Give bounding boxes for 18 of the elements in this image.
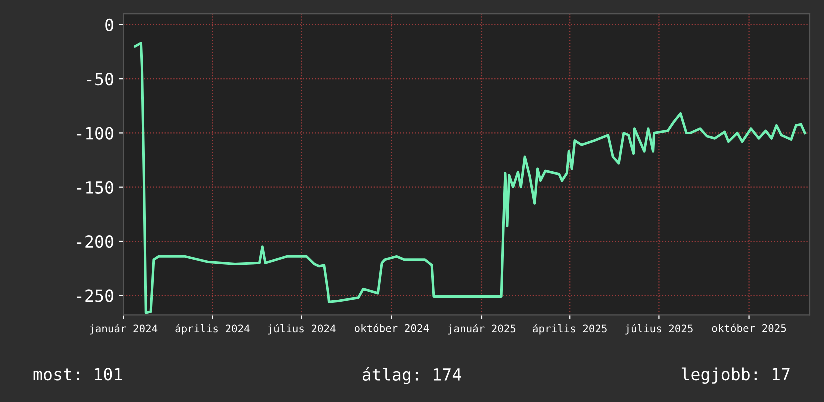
line-series: [134, 42, 806, 314]
text: legjobb: 17: [682, 368, 790, 384]
x-tick-label: október 2025: [712, 324, 786, 332]
y-tick-label: -200: [77, 236, 114, 248]
y-tick-label: -150: [77, 181, 114, 194]
x-tick-label: április 2024: [176, 324, 250, 335]
y-tick-label: -100: [77, 127, 114, 140]
x-tick-label: január 2024: [90, 324, 158, 335]
x-tick-label: április 2025: [533, 324, 607, 335]
x-tick-label: július 2025: [626, 324, 693, 335]
x-tick-label: július 2024: [268, 324, 336, 335]
x-tick-label: január 2025: [448, 324, 516, 335]
y-tick-label: -250: [77, 290, 114, 302]
y-tick-label: 0: [106, 18, 114, 32]
text: átlag: 174: [362, 367, 462, 384]
text: most: 101: [34, 368, 122, 381]
x-tick-label: október 2024: [354, 324, 430, 332]
y-tick-label: -50: [87, 73, 114, 86]
